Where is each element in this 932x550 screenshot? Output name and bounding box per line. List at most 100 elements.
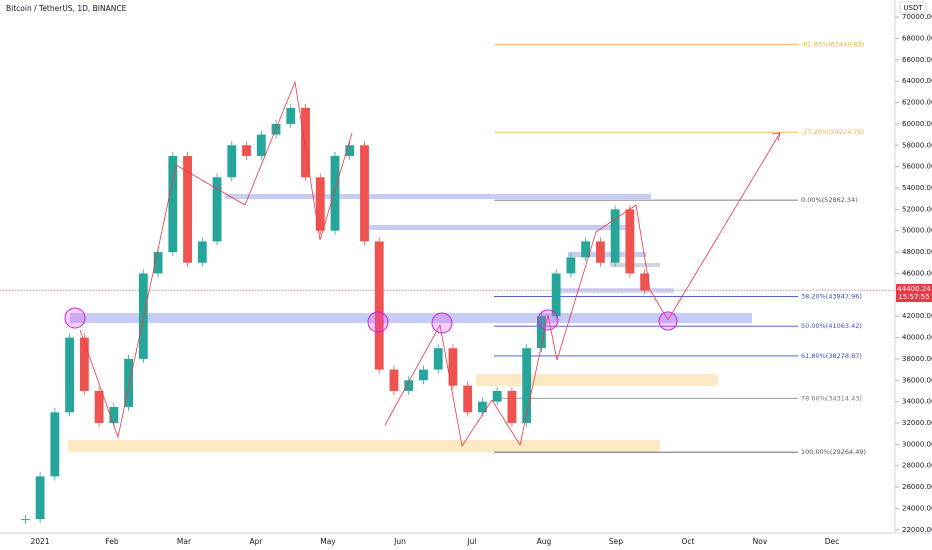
y-tick-label: 68000.00 bbox=[902, 34, 932, 42]
fib-label: 61.80%(38278.87) bbox=[801, 352, 862, 360]
zone bbox=[68, 440, 660, 452]
candle bbox=[448, 348, 458, 386]
y-tick-label: 48000.00 bbox=[902, 248, 932, 256]
y-tick-label: 40000.00 bbox=[902, 334, 932, 342]
zone bbox=[610, 263, 660, 267]
countdown: 15:57:55 bbox=[898, 293, 929, 301]
candle bbox=[227, 145, 237, 178]
candle bbox=[242, 145, 251, 156]
fib-label: 100.00%(29264.49) bbox=[801, 448, 866, 456]
candle bbox=[20, 519, 30, 521]
x-tick-label: Jun bbox=[393, 537, 406, 546]
candle bbox=[640, 273, 650, 291]
candle bbox=[419, 369, 428, 381]
candle bbox=[35, 476, 45, 520]
y-tick-label: 66000.00 bbox=[902, 56, 932, 64]
zone bbox=[476, 374, 718, 386]
y-tick-label: 22000.00 bbox=[902, 526, 932, 534]
candle bbox=[463, 385, 473, 413]
candle bbox=[330, 155, 340, 231]
candle bbox=[197, 241, 207, 263]
candle bbox=[404, 380, 414, 391]
circle bbox=[658, 311, 678, 331]
currency-box bbox=[899, 1, 927, 14]
y-tick-label: 54000.00 bbox=[902, 184, 932, 192]
y-tick-label: 58000.00 bbox=[902, 141, 932, 149]
x-tick-label: Mar bbox=[177, 537, 192, 546]
candle bbox=[124, 358, 134, 407]
candle bbox=[389, 369, 399, 391]
candle bbox=[256, 134, 266, 156]
candle bbox=[360, 145, 369, 242]
candle bbox=[50, 412, 60, 477]
candle bbox=[374, 241, 384, 370]
wave-line bbox=[384, 204, 669, 448]
zones bbox=[68, 194, 752, 452]
y-tick-label: 46000.00 bbox=[902, 269, 932, 277]
candle bbox=[345, 145, 355, 156]
x-tick-label: Jul bbox=[466, 537, 476, 546]
y-tick-label: 32000.00 bbox=[902, 419, 932, 427]
candle bbox=[507, 390, 517, 423]
y-tick-label: 30000.00 bbox=[902, 440, 932, 448]
zone bbox=[225, 194, 651, 199]
y-tick-label: 42000.00 bbox=[902, 312, 932, 320]
candle bbox=[478, 401, 487, 413]
x-tick-label: 2021 bbox=[30, 537, 49, 546]
x-tick-label: Sep bbox=[609, 537, 623, 546]
circle bbox=[431, 312, 453, 334]
y-tick-label: 28000.00 bbox=[902, 462, 932, 470]
drawings bbox=[79, 80, 781, 448]
arrow-head bbox=[771, 132, 781, 142]
fib-label: 0.00%(52862.34) bbox=[801, 196, 858, 204]
y-tick-label: 64000.00 bbox=[902, 77, 932, 85]
zone bbox=[560, 288, 674, 293]
candle bbox=[522, 348, 532, 423]
x-tick-label: Dec bbox=[825, 537, 840, 546]
candle bbox=[94, 390, 104, 423]
y-tick-label: 34000.00 bbox=[902, 398, 932, 406]
x-tick-label: Oct bbox=[682, 537, 695, 546]
y-tick-label: 38000.00 bbox=[902, 355, 932, 363]
currency: USDT bbox=[903, 4, 923, 12]
fib-label: -27.20%(59224.76) bbox=[801, 128, 864, 136]
fib-label: -61.80%(67449.82) bbox=[801, 40, 864, 48]
y-tick-label: 70000.00 bbox=[902, 13, 932, 21]
x-tick-label: Apr bbox=[250, 537, 264, 546]
candle bbox=[301, 107, 310, 178]
x-tick-label: Feb bbox=[105, 537, 119, 546]
candle bbox=[536, 316, 546, 349]
projection-arrow bbox=[667, 132, 781, 321]
circle bbox=[537, 309, 559, 331]
candle bbox=[212, 177, 222, 242]
y-tick-label: 24000.00 bbox=[902, 504, 932, 512]
candle bbox=[65, 337, 75, 413]
zone bbox=[365, 225, 628, 230]
price-tag bbox=[896, 284, 932, 302]
fib-label: 50.00%(41063.42) bbox=[801, 322, 862, 330]
candle bbox=[610, 209, 620, 263]
x-tick-label: May bbox=[320, 537, 336, 546]
candle bbox=[183, 155, 192, 263]
y-tick-label: 60000.00 bbox=[902, 120, 932, 128]
candle bbox=[551, 273, 561, 317]
candle bbox=[595, 241, 605, 263]
circles bbox=[64, 307, 678, 334]
y-tick-label: 52000.00 bbox=[902, 205, 932, 213]
candle bbox=[625, 209, 635, 274]
candle bbox=[581, 241, 591, 258]
candle bbox=[168, 155, 178, 253]
y-tick-label: 56000.00 bbox=[902, 163, 932, 171]
candle bbox=[566, 257, 576, 274]
last-price: 44400.24 bbox=[897, 285, 931, 293]
fib-label: 38.20%(43847.96) bbox=[801, 292, 862, 300]
symbol-title: Bitcoin / TetherUS, 1D, BINANCE bbox=[6, 4, 127, 13]
zone bbox=[568, 252, 646, 257]
y-tick-label: 36000.00 bbox=[902, 376, 932, 384]
candle bbox=[153, 252, 163, 274]
candle bbox=[79, 337, 89, 391]
circle bbox=[64, 307, 86, 329]
candle bbox=[315, 177, 325, 231]
